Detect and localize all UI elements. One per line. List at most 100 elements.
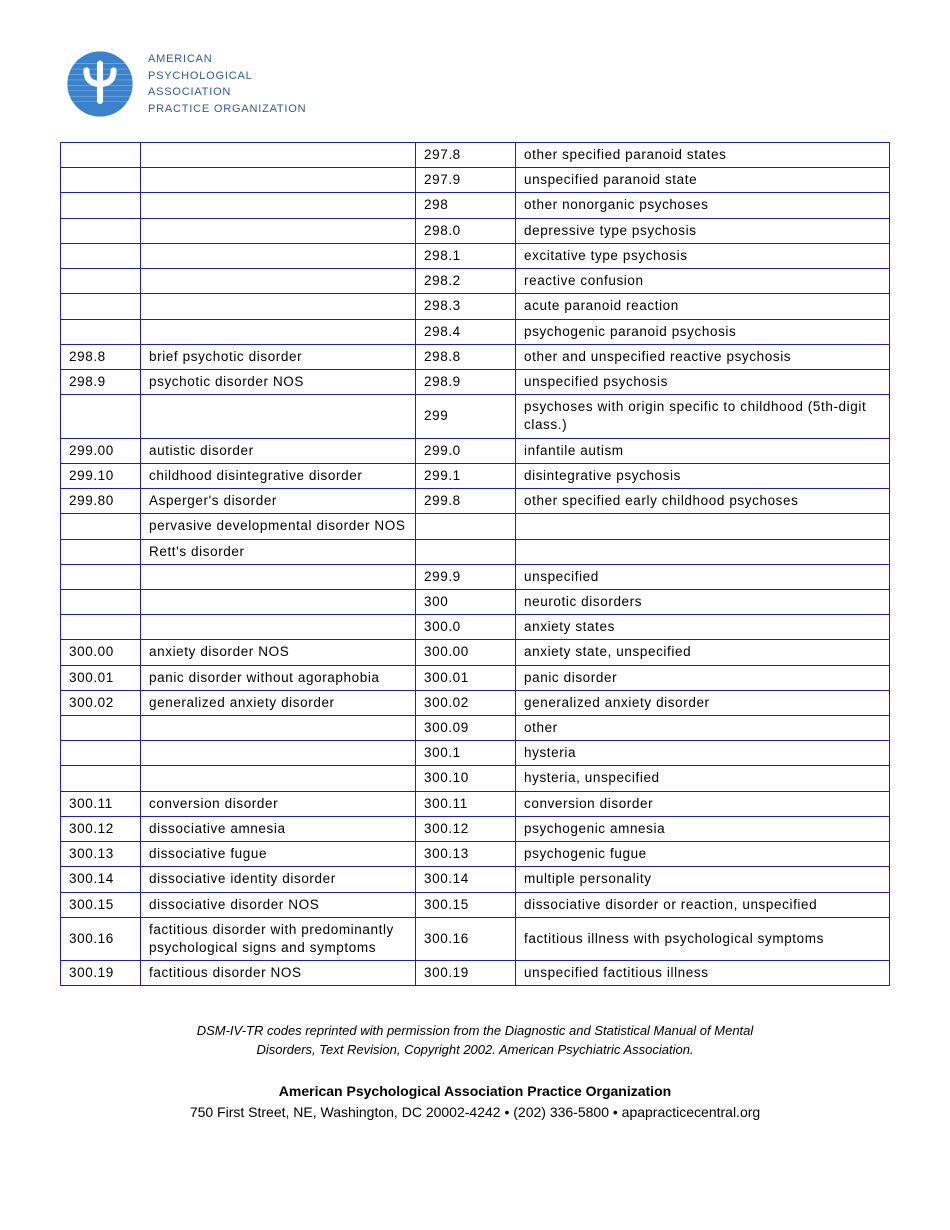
description-cell — [141, 395, 416, 438]
table-row: 300.11conversion disorder300.11conversio… — [61, 791, 890, 816]
code-cell: 300.12 — [416, 816, 516, 841]
page-footer: American Psychological Association Pract… — [60, 1081, 890, 1123]
description-cell: generalized anxiety disorder — [516, 690, 890, 715]
code-cell: 300.01 — [61, 665, 141, 690]
code-cell — [61, 539, 141, 564]
description-cell — [141, 218, 416, 243]
description-cell: other and unspecified reactive psychosis — [516, 344, 890, 369]
code-cell: 299.0 — [416, 438, 516, 463]
description-cell: unspecified — [516, 564, 890, 589]
table-row: 299.9unspecified — [61, 564, 890, 589]
code-cell: 300.16 — [416, 917, 516, 960]
table-row: 298.8brief psychotic disorder298.8other … — [61, 344, 890, 369]
code-cell: 298.4 — [416, 319, 516, 344]
table-row: 299.80Asperger's disorder299.8other spec… — [61, 489, 890, 514]
description-cell: pervasive developmental disorder NOS — [141, 514, 416, 539]
description-cell — [141, 716, 416, 741]
code-cell — [416, 514, 516, 539]
description-cell: panic disorder — [516, 665, 890, 690]
description-cell — [516, 539, 890, 564]
description-cell: unspecified paranoid state — [516, 168, 890, 193]
table-row: 300.16factitious disorder with predomina… — [61, 917, 890, 960]
code-cell — [61, 716, 141, 741]
code-cell — [61, 294, 141, 319]
code-cell: 299 — [416, 395, 516, 438]
description-cell: hysteria — [516, 741, 890, 766]
description-cell: factitious disorder with predominantly p… — [141, 917, 416, 960]
table-row: 300.00anxiety disorder NOS300.00anxiety … — [61, 640, 890, 665]
code-cell — [61, 514, 141, 539]
description-cell: multiple personality — [516, 867, 890, 892]
code-cell: 300.00 — [416, 640, 516, 665]
table-row: 299psychoses with origin specific to chi… — [61, 395, 890, 438]
table-row: 300.14dissociative identity disorder300.… — [61, 867, 890, 892]
code-cell: 298.8 — [416, 344, 516, 369]
description-cell: unspecified factitious illness — [516, 961, 890, 986]
description-cell: anxiety states — [516, 615, 890, 640]
description-cell: unspecified psychosis — [516, 369, 890, 394]
description-cell: dissociative disorder NOS — [141, 892, 416, 917]
code-cell: 299.10 — [61, 463, 141, 488]
table-row: 300.10hysteria, unspecified — [61, 766, 890, 791]
code-cell: 300.13 — [61, 842, 141, 867]
code-cell — [61, 564, 141, 589]
code-cell — [61, 741, 141, 766]
code-cell: 299.00 — [61, 438, 141, 463]
description-cell: psychogenic fugue — [516, 842, 890, 867]
code-cell: 300.0 — [416, 615, 516, 640]
description-cell — [141, 143, 416, 168]
code-cell — [61, 395, 141, 438]
description-cell: dissociative identity disorder — [141, 867, 416, 892]
description-cell: autistic disorder — [141, 438, 416, 463]
description-cell: dissociative amnesia — [141, 816, 416, 841]
footer-address: 750 First Street, NE, Washington, DC 200… — [60, 1102, 890, 1123]
code-cell: 300.10 — [416, 766, 516, 791]
table-row: 300.13dissociative fugue300.13psychogeni… — [61, 842, 890, 867]
description-cell — [141, 193, 416, 218]
description-cell: dissociative fugue — [141, 842, 416, 867]
code-cell: 300.15 — [61, 892, 141, 917]
code-cell: 300.13 — [416, 842, 516, 867]
description-cell: other specified paranoid states — [516, 143, 890, 168]
code-cell — [61, 589, 141, 614]
code-cell: 300.14 — [61, 867, 141, 892]
code-cell — [416, 539, 516, 564]
code-cell: 297.9 — [416, 168, 516, 193]
description-cell — [141, 564, 416, 589]
page-header: AMERICAN PSYCHOLOGICAL ASSOCIATION PRACT… — [66, 50, 890, 118]
description-cell — [141, 269, 416, 294]
description-cell: excitative type psychosis — [516, 243, 890, 268]
description-cell: disintegrative psychosis — [516, 463, 890, 488]
code-cell: 298.0 — [416, 218, 516, 243]
table-row: 298.1excitative type psychosis — [61, 243, 890, 268]
code-cell: 300.19 — [61, 961, 141, 986]
description-cell — [141, 243, 416, 268]
description-cell: generalized anxiety disorder — [141, 690, 416, 715]
code-cell: 298.2 — [416, 269, 516, 294]
table-row: 300.02generalized anxiety disorder300.02… — [61, 690, 890, 715]
code-cell: 299.1 — [416, 463, 516, 488]
code-cell — [61, 168, 141, 193]
code-cell: 300 — [416, 589, 516, 614]
description-cell — [141, 168, 416, 193]
description-cell: hysteria, unspecified — [516, 766, 890, 791]
code-cell: 300.1 — [416, 741, 516, 766]
code-cell: 300.09 — [416, 716, 516, 741]
code-cell: 298 — [416, 193, 516, 218]
table-row: pervasive developmental disorder NOS — [61, 514, 890, 539]
description-cell: factitious disorder NOS — [141, 961, 416, 986]
table-row: 298.3acute paranoid reaction — [61, 294, 890, 319]
table-row: 300.01panic disorder without agoraphobia… — [61, 665, 890, 690]
code-cell: 298.3 — [416, 294, 516, 319]
table-row: 300.09other — [61, 716, 890, 741]
table-row: 298.4psychogenic paranoid psychosis — [61, 319, 890, 344]
description-cell: conversion disorder — [141, 791, 416, 816]
description-cell: brief psychotic disorder — [141, 344, 416, 369]
footer-title: American Psychological Association Pract… — [60, 1081, 890, 1102]
code-cell: 300.00 — [61, 640, 141, 665]
code-cell: 300.11 — [61, 791, 141, 816]
description-cell: reactive confusion — [516, 269, 890, 294]
footnote-line: DSM-IV-TR codes reprinted with permissio… — [197, 1023, 754, 1038]
description-cell — [141, 589, 416, 614]
description-cell: childhood disintegrative disorder — [141, 463, 416, 488]
